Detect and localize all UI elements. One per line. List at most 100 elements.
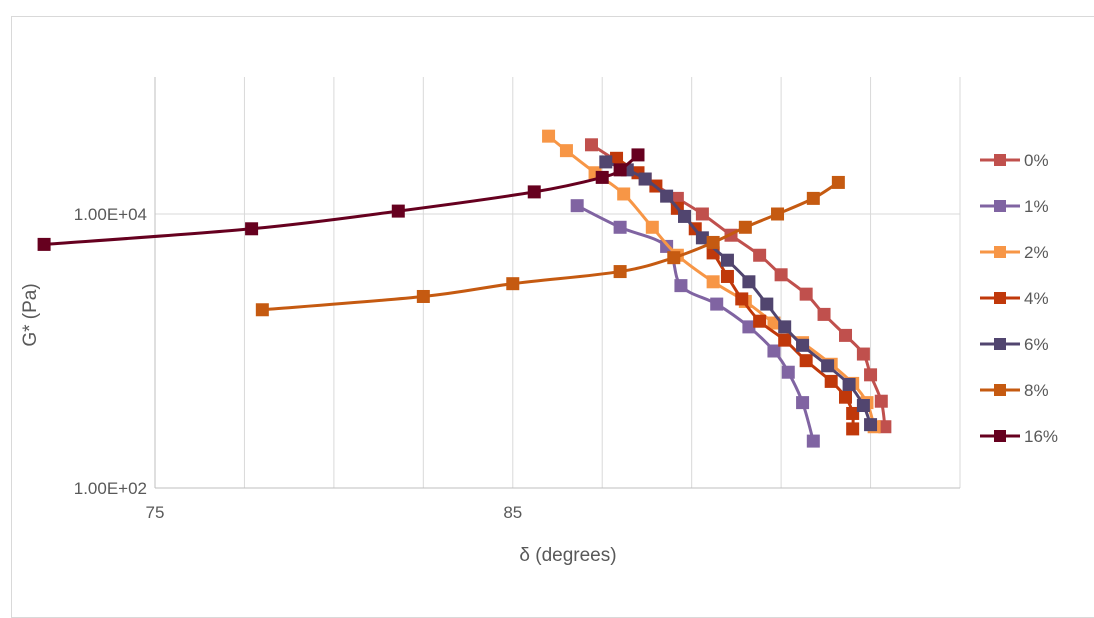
legend-label: 0%: [1024, 151, 1049, 170]
data-point: [738, 220, 752, 234]
legend-swatch-marker: [994, 338, 1006, 350]
legend-label: 4%: [1024, 289, 1049, 308]
series-1: [584, 138, 892, 434]
data-point: [617, 187, 631, 201]
data-point: [878, 420, 892, 434]
data-point: [846, 422, 860, 436]
data-point: [842, 377, 856, 391]
data-point: [799, 354, 813, 368]
legend-label: 1%: [1024, 197, 1049, 216]
legend-swatch-marker: [994, 200, 1006, 212]
legend-item: 6%: [980, 335, 1049, 354]
series-7: [37, 148, 645, 251]
data-point: [774, 268, 788, 282]
data-point: [245, 222, 259, 236]
data-point: [695, 231, 709, 245]
data-point: [710, 297, 724, 311]
data-point: [771, 207, 785, 221]
data-point: [584, 138, 598, 152]
data-point: [613, 265, 627, 279]
data-point: [821, 359, 835, 373]
legend-label: 16%: [1024, 427, 1058, 446]
data-point: [37, 237, 51, 251]
data-point: [839, 390, 853, 404]
grid-layer: [155, 77, 961, 488]
series-5: [599, 155, 878, 432]
data-point: [767, 344, 781, 358]
data-point: [559, 144, 573, 158]
data-point: [645, 220, 659, 234]
legend-label: 8%: [1024, 381, 1049, 400]
series-6: [255, 175, 845, 317]
data-point: [542, 129, 556, 143]
data-point: [527, 185, 541, 199]
legend-swatch-marker: [994, 292, 1006, 304]
legend-item: 4%: [980, 289, 1049, 308]
data-point: [778, 320, 792, 334]
data-point: [742, 275, 756, 289]
series-layer: [37, 129, 892, 448]
data-point: [796, 396, 810, 410]
data-point: [613, 163, 627, 177]
data-point: [864, 368, 878, 382]
data-point: [667, 251, 681, 265]
legend-swatch-marker: [994, 430, 1006, 442]
data-point: [735, 292, 749, 306]
data-point: [806, 434, 820, 448]
data-point: [753, 248, 767, 262]
legend-label: 6%: [1024, 335, 1049, 354]
data-point: [720, 269, 734, 283]
legend-swatch-marker: [994, 154, 1006, 166]
y-tick-label: 1.00E+04: [74, 205, 147, 224]
series-line: [262, 181, 840, 312]
data-point: [799, 287, 813, 301]
data-point: [856, 347, 870, 361]
data-point: [856, 399, 870, 413]
data-point: [753, 314, 767, 328]
data-point: [613, 220, 627, 234]
series-line: [576, 204, 815, 442]
data-point: [631, 148, 645, 162]
y-tick-label: 1.00E+02: [74, 479, 147, 498]
y-axis-title: G* (Pa): [20, 283, 41, 346]
legend-item: 8%: [980, 381, 1049, 400]
data-point: [595, 170, 609, 184]
data-point: [660, 189, 674, 203]
data-point: [416, 289, 430, 303]
data-point: [778, 333, 792, 347]
data-point: [610, 151, 624, 165]
x-tick-label: 85: [503, 503, 522, 522]
data-point: [720, 253, 734, 267]
data-point: [806, 191, 820, 205]
x-axis-title: δ (degrees): [519, 545, 616, 566]
data-point: [760, 297, 774, 311]
chart-svg: 75 85 1.00E+02 1.00E+04 0% 1% 2% 4% 6% 8% 16% G* …: [20, 77, 1058, 566]
legend-item: 1%: [980, 197, 1049, 216]
data-point: [638, 172, 652, 186]
legend-swatch-marker: [994, 246, 1006, 258]
data-point: [781, 365, 795, 379]
legend-label: 2%: [1024, 243, 1049, 262]
data-point: [874, 394, 888, 408]
series-2: [570, 199, 820, 448]
legend-swatch-marker: [994, 384, 1006, 396]
legend-layer: 0% 1% 2% 4% 6% 8% 16%: [980, 151, 1058, 446]
data-point: [839, 328, 853, 342]
legend-item: 2%: [980, 243, 1049, 262]
chart-area: 75 85 1.00E+02 1.00E+04 0% 1% 2% 4% 6% 8% 16% G* …: [11, 16, 1094, 618]
legend-item: 16%: [980, 427, 1058, 446]
data-point: [742, 320, 756, 334]
data-point: [824, 374, 838, 388]
data-point: [846, 406, 860, 420]
data-point: [599, 155, 613, 169]
data-point: [706, 275, 720, 289]
data-point: [674, 279, 688, 293]
data-point: [796, 338, 810, 352]
series-line: [43, 153, 639, 246]
legend-item: 0%: [980, 151, 1049, 170]
x-tick-label: 75: [146, 503, 165, 522]
data-point: [706, 235, 720, 249]
data-point: [255, 303, 269, 317]
axis-layer: 75 85 1.00E+02 1.00E+04: [74, 77, 960, 522]
data-point: [570, 199, 584, 213]
